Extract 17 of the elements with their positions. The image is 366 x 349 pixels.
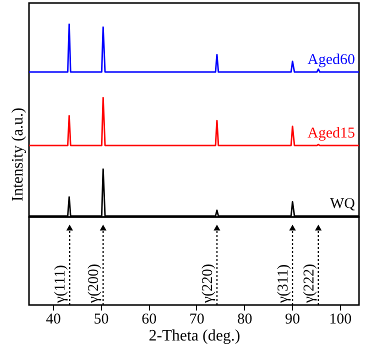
x-tick-label: 90 — [285, 312, 300, 328]
ref-line-label: γ(311) — [276, 264, 292, 304]
x-tick-label: 40 — [46, 312, 61, 328]
ref-line-label: γ(111) — [52, 264, 69, 304]
series-label: Aged15 — [308, 125, 355, 142]
ref-line-label: γ(200) — [86, 264, 102, 304]
series-label: Aged60 — [308, 52, 355, 68]
series-label: WQ — [330, 196, 356, 212]
y-axis-title: Intensity (a.u.) — [10, 108, 26, 202]
x-axis-title: 2-Theta (deg.) — [148, 328, 240, 344]
x-tick-label: 50 — [94, 312, 109, 328]
ref-line-label: γ(222) — [301, 264, 318, 304]
x-tick-label: 100 — [329, 312, 352, 328]
ref-line-label: γ(220) — [200, 264, 216, 304]
x-tick-label: 80 — [237, 312, 252, 328]
x-tick-label: 70 — [189, 312, 204, 328]
x-tick-label: 60 — [142, 312, 157, 328]
